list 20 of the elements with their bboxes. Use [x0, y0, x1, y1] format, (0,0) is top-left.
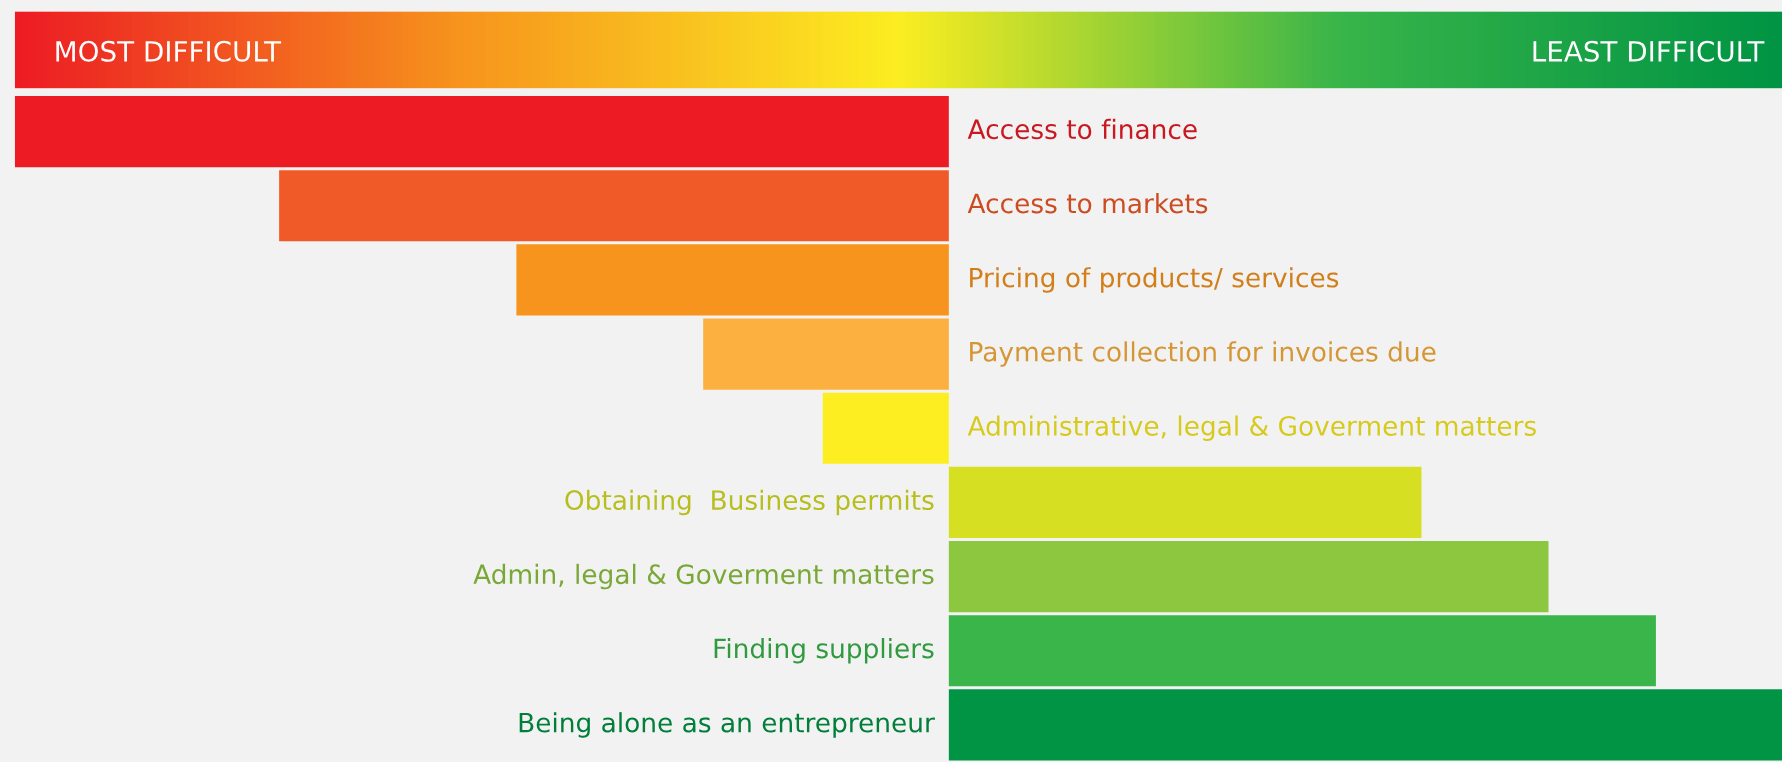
bar — [516, 244, 949, 316]
bar — [279, 170, 949, 242]
y-tick-label: Administrative, legal & Goverment matters — [967, 415, 1536, 442]
y-tick-label: Pricing of products/ services — [970, 267, 1339, 293]
bar — [948, 689, 1782, 761]
y-tick-label: Access to finance — [967, 118, 1197, 140]
y-tick-label: Admin, legal & Goverment matters — [473, 563, 934, 590]
bar — [948, 615, 1656, 687]
bar — [703, 318, 949, 390]
bar — [14, 95, 949, 168]
bar — [948, 466, 1422, 539]
y-tick-label: Being alone as an entrepreneur — [519, 712, 935, 738]
bar — [822, 392, 949, 464]
text: MOST DIFFICULT — [56, 40, 282, 62]
text: LEAST DIFFICULT — [1533, 40, 1765, 62]
y-tick-label: Obtaining Business permits — [565, 489, 934, 516]
bar — [948, 540, 1549, 613]
y-tick-label: Finding suppliers — [714, 637, 934, 664]
y-tick-label: Payment collection for invoices due — [970, 341, 1436, 367]
y-tick-label: Access to markets — [967, 192, 1208, 214]
